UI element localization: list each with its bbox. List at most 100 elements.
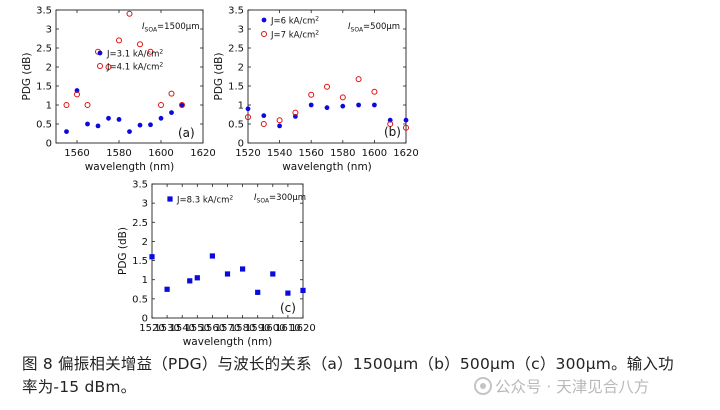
figure-caption-line-2: 率为-15 dBm。 xyxy=(22,378,137,396)
y-tick-label: 3 xyxy=(238,25,244,36)
data-point xyxy=(137,122,143,128)
x-axis-label: wavelength (nm) xyxy=(282,161,372,173)
data-point xyxy=(277,123,282,129)
annotation-soa-length: ISOA=500μm xyxy=(348,22,400,34)
data-point xyxy=(126,10,133,17)
x-tick-label: 1560 xyxy=(298,148,323,159)
data-point xyxy=(179,102,185,108)
y-tick-label: 2.5 xyxy=(36,44,52,55)
y-tick-label: 1 xyxy=(142,275,148,286)
data-point xyxy=(116,37,122,44)
x-tick-label: 1540 xyxy=(169,323,194,334)
data-point xyxy=(308,102,314,108)
data-point xyxy=(194,275,200,281)
data-point xyxy=(261,113,267,119)
y-tick-label: 2.5 xyxy=(228,44,244,55)
data-point xyxy=(106,115,111,121)
legend-label: J=8.3 kA/cm2 xyxy=(176,195,233,206)
x-tick-label: 1560 xyxy=(200,323,225,334)
data-point xyxy=(116,117,122,122)
data-point xyxy=(260,121,267,127)
legend-marker xyxy=(97,50,103,56)
y-tick-label: 0.5 xyxy=(228,120,244,131)
data-point xyxy=(355,76,362,83)
data-point xyxy=(164,286,170,292)
data-point xyxy=(105,64,112,70)
data-point xyxy=(179,102,185,108)
y-tick-label: 1 xyxy=(46,101,52,112)
legend-label: J=7 kA/cm2 xyxy=(270,30,319,41)
data-point xyxy=(148,122,153,128)
y-tick-label: 2.5 xyxy=(132,218,148,229)
y-tick-label: 1.5 xyxy=(228,82,244,93)
x-tick-label: 1620 xyxy=(393,148,418,159)
x-tick-label: 1560 xyxy=(64,148,89,159)
annotation-soa-length: ISOA=300μm xyxy=(254,193,306,205)
wechat-icon xyxy=(474,377,492,395)
panel-label: (b) xyxy=(384,125,401,139)
legend-label: J=4.1 kA/cm2 xyxy=(106,62,163,73)
data-point xyxy=(285,290,291,296)
figure: 0 0.5 1 1.5 2 2.5 3 3.5 1560 1580 1600 1620 waveleng… xyxy=(21,6,419,349)
data-point xyxy=(308,91,315,98)
chart-panel-a: 0 0.5 1 1.5 2 2.5 3 3.5 1560 1580 1600 1620 waveleng… xyxy=(21,6,216,174)
x-tick-label: 1580 xyxy=(230,323,255,334)
legend-marker xyxy=(167,196,173,202)
data-point xyxy=(169,110,174,115)
x-tick-label: 1600 xyxy=(362,148,387,159)
y-tick-label: 3 xyxy=(142,199,148,210)
series-c-0 xyxy=(149,253,306,296)
y-tick-label: 0.5 xyxy=(132,294,148,305)
y-tick-label: 2 xyxy=(238,63,244,74)
data-point xyxy=(224,271,231,277)
legend-marker xyxy=(97,63,103,69)
data-point xyxy=(276,117,283,124)
y-tick-label: 2 xyxy=(46,63,52,74)
y-tick-label: 3.5 xyxy=(228,6,244,17)
data-point xyxy=(168,90,175,97)
chart-panel-c: 0 0.5 1 1.5 2 2.5 3 3.5 152015301540155015601570… xyxy=(117,180,316,349)
y-tick-label: 0 xyxy=(238,139,244,150)
x-tick-label: 1520 xyxy=(139,323,164,334)
y-tick-label: 3.5 xyxy=(132,180,148,191)
data-point xyxy=(245,114,251,121)
data-point xyxy=(127,129,132,135)
x-tick-label: 1600 xyxy=(260,323,285,334)
y-tick-label: 0 xyxy=(46,139,52,150)
plot-area-a xyxy=(55,9,204,144)
data-point xyxy=(339,94,346,101)
y-tick-label: 3 xyxy=(46,25,52,36)
annotation-soa-length: ISOA=1500μm xyxy=(142,22,200,34)
x-tick-label: 1580 xyxy=(106,148,131,159)
watermark-text: 公众号 · 天津见合八方 xyxy=(495,378,650,396)
data-point xyxy=(356,102,361,108)
y-tick-label: 1 xyxy=(238,101,244,112)
data-point xyxy=(149,254,155,260)
x-tick-label: 1620 xyxy=(190,148,215,159)
data-point xyxy=(74,91,80,98)
figure-caption-line-1: 图 8 偏振相关增益（PDG）与波长的关系（a）1500μm（b）500μm（c… xyxy=(22,355,674,373)
data-point xyxy=(147,48,154,55)
x-tick-label: 1520 xyxy=(235,148,260,159)
series-b-1 xyxy=(245,76,409,131)
data-point xyxy=(64,129,69,135)
data-point xyxy=(324,83,330,90)
data-point xyxy=(245,106,251,112)
chart-panel-b: 0 0.5 1 1.5 2 2.5 3 3.5 1520 1540 1560 1580 1600 1620… xyxy=(213,6,419,174)
data-point xyxy=(372,102,377,108)
x-tick-label: 1590 xyxy=(245,323,270,334)
x-tick-label: 1540 xyxy=(267,148,292,159)
watermark: 公众号 · 天津见合八方 xyxy=(474,376,650,398)
y-axis-label: PDG (dB) xyxy=(213,53,225,101)
x-tick-label: 1610 xyxy=(275,323,300,334)
data-point xyxy=(300,287,306,294)
y-tick-label: 2 xyxy=(142,237,148,248)
data-point xyxy=(158,102,164,108)
data-point xyxy=(270,271,276,277)
data-point xyxy=(209,253,215,259)
data-point xyxy=(84,102,91,108)
data-point xyxy=(371,88,378,95)
data-point xyxy=(187,278,193,284)
data-point xyxy=(255,289,261,295)
x-tick-label: 1580 xyxy=(330,148,355,159)
